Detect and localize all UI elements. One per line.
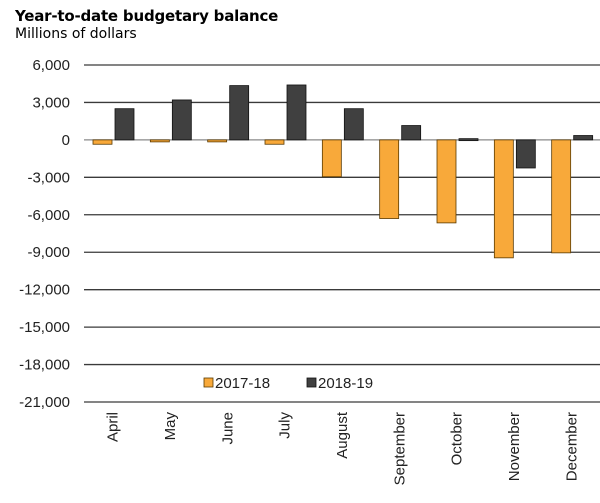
y-tick-label: -18,000: [19, 357, 70, 374]
x-tick-label: April: [105, 412, 122, 442]
bar-2018-19-august: [343, 108, 364, 141]
bar-2018-19-may: [171, 99, 192, 141]
legend-swatch-2017-18: [203, 377, 214, 388]
x-tick-label: July: [277, 412, 294, 439]
x-tick-label: December: [563, 412, 580, 481]
x-tick-label: June: [219, 412, 236, 445]
bar-2017-18-may: [149, 139, 170, 143]
x-tick-label: August: [334, 411, 351, 459]
legend-label-2017-18: 2017-18: [215, 375, 270, 392]
bar-2017-18-june: [207, 139, 228, 143]
y-tick-label: -15,000: [19, 319, 70, 336]
bar-2018-19-october: [458, 138, 479, 142]
chart-subtitle: Millions of dollars: [15, 26, 137, 42]
bar-2017-18-april: [92, 139, 113, 145]
y-tick-label: 0: [62, 132, 70, 149]
bar-2017-18-november: [493, 139, 514, 259]
bar-2018-19-november: [515, 139, 536, 169]
bar-2018-19-june: [229, 85, 250, 141]
y-tick-label: -3,000: [27, 169, 70, 186]
y-tick-label: -9,000: [27, 244, 70, 261]
y-tick-label: -12,000: [19, 282, 70, 299]
legend-swatch-2018-19: [306, 377, 317, 388]
bar-2017-18-october: [436, 139, 457, 224]
y-tick-label: -21,000: [19, 394, 70, 411]
bar-2017-18-september: [379, 139, 400, 219]
x-tick-label: October: [449, 412, 466, 465]
x-tick-label: November: [506, 412, 523, 481]
legend-label-2018-19: 2018-19: [318, 375, 373, 392]
y-tick-label: 3,000: [32, 94, 70, 111]
bar-2018-19-december: [573, 135, 594, 141]
bar-2017-18-july: [264, 139, 285, 145]
bar-2018-19-september: [401, 125, 422, 141]
bar-2018-19-july: [286, 84, 307, 141]
chart-title: Year-to-date budgetary balance: [15, 7, 279, 25]
bar-2017-18-august: [321, 139, 342, 178]
bar-2017-18-december: [551, 139, 572, 254]
x-tick-label: May: [162, 412, 179, 441]
y-tick-label: -6,000: [27, 207, 70, 224]
bar-2018-19-april: [114, 108, 135, 141]
y-tick-label: 6,000: [32, 57, 70, 74]
x-tick-label: September: [391, 412, 408, 485]
